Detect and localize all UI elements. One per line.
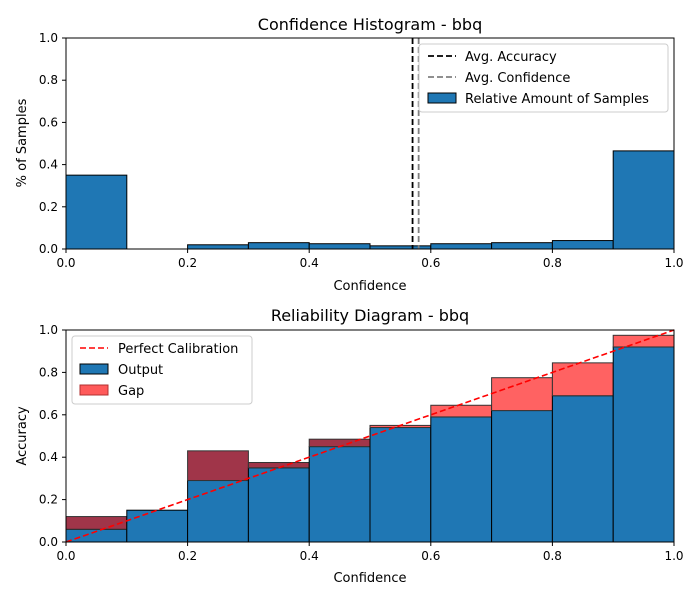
reliability-y-tick-label: 0.2 [39,493,58,507]
output-bar [369,427,432,543]
legend-samples-label: Relative Amount of Samples [465,92,649,107]
gap-bar [65,516,128,530]
histogram-bar [491,242,553,250]
histogram-x-label: Confidence [333,279,406,294]
histogram-axes-frame [65,37,675,250]
histogram-bar [65,174,128,250]
histogram-y-tick-label: 1.0 [39,31,58,45]
gap-bar [308,438,371,448]
reliability-bars [65,334,675,543]
legend-gap-swatch [79,384,109,396]
histogram-x-tick-label: 0.6 [421,256,440,270]
legend-perfect-calibration-label: Perfect Calibration [118,342,238,357]
reliability-x-tick-label: 0.4 [300,549,319,563]
reliability-x-tick-label: 0.6 [421,549,440,563]
histogram-y-tick-label: 0.4 [39,158,58,172]
histogram-x-tick-label: 0.0 [56,256,75,270]
reliability-y-tick-label: 0.8 [39,365,58,379]
reliability-chart: Reliability Diagram - bbq 0.0 0.2 0.4 0.6 0.… [15,306,684,586]
histogram-y-tick-label: 0.8 [39,73,58,87]
histogram-bars [65,150,675,250]
reliability-y-tick-label: 0.4 [39,450,58,464]
output-bar [187,480,249,543]
reliability-title: Reliability Diagram - bbq [271,306,469,325]
histogram-x-tick-label: 0.4 [300,256,319,270]
reliability-legend-box [71,335,253,405]
output-bar [491,410,553,543]
reliability-x-tick-label: 1.0 [664,549,683,563]
histogram-bar [247,242,310,250]
histogram-legend: Avg. Accuracy Avg. Confidence Relative A… [418,43,669,113]
gap-bar [551,362,614,397]
reliability-y-ticks: 0.0 0.2 0.4 0.6 0.8 1.0 [39,323,66,549]
histogram-bar [187,244,249,250]
gap-bar [612,334,675,348]
histogram-legend-box [418,43,669,113]
reliability-x-tick-label: 0.8 [543,549,562,563]
reliability-legend: Perfect Calibration Output Gap [71,335,253,405]
output-bar [551,395,614,543]
reliability-y-tick-label: 0.6 [39,408,58,422]
reliability-x-ticks: 0.0 0.2 0.4 0.6 0.8 1.0 [56,542,684,563]
reliability-y-tick-label: 0.0 [39,535,58,549]
histogram-bar [551,240,614,250]
reliability-y-tick-label: 1.0 [39,323,58,337]
gap-bar [491,377,553,412]
histogram-chart: Confidence Histogram - bbq 0.0 0.2 0.4 0.6 0… [15,15,684,294]
histogram-y-tick-label: 0.0 [39,242,58,256]
legend-samples-swatch [427,92,457,104]
histogram-bar [308,243,371,250]
output-bar [430,416,493,543]
output-bar [308,446,371,543]
legend-output-label: Output [118,363,163,378]
reliability-x-label: Confidence [333,571,406,586]
histogram-bar [430,243,493,250]
reliability-x-tick-label: 0.2 [178,549,197,563]
reliability-y-label: Accuracy [15,406,30,466]
histogram-x-tick-label: 0.8 [543,256,562,270]
histogram-x-tick-label: 0.2 [178,256,197,270]
histogram-bar [612,150,675,250]
histogram-y-tick-label: 0.6 [39,115,58,129]
histogram-x-tick-label: 1.0 [664,256,683,270]
legend-avg-accuracy-label: Avg. Accuracy [465,50,557,65]
histogram-y-tick-label: 0.2 [39,200,58,214]
output-bar [247,467,310,543]
perfect-calibration-line [65,329,675,543]
histogram-y-ticks: 0.0 0.2 0.4 0.6 0.8 1.0 [39,31,66,256]
legend-avg-confidence-label: Avg. Confidence [465,71,570,86]
legend-gap-label: Gap [118,384,144,399]
legend-output-swatch [79,363,109,375]
output-bar [126,509,189,543]
histogram-y-label: % of Samples [15,98,30,187]
output-bar [612,346,675,543]
histogram-x-ticks: 0.0 0.2 0.4 0.6 0.8 1.0 [56,249,684,270]
reliability-axes-frame [65,329,675,543]
histogram-title: Confidence Histogram - bbq [258,15,482,34]
reliability-x-tick-label: 0.0 [56,549,75,563]
gap-bar [187,450,249,482]
